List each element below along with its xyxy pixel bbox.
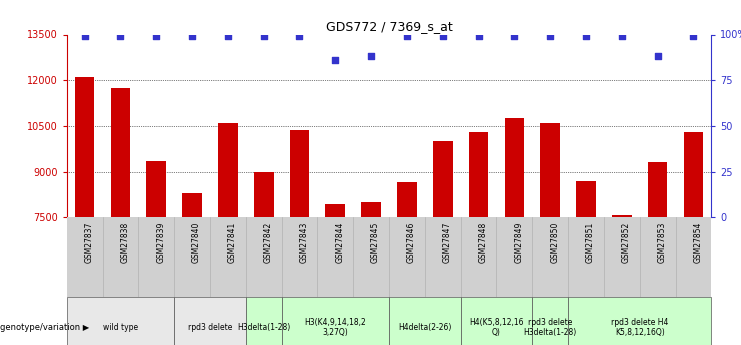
Point	[79, 33, 90, 39]
Text: rpd3 delete H4
K5,8,12,16Q): rpd3 delete H4 K5,8,12,16Q)	[611, 318, 668, 337]
Text: H4delta(2-26): H4delta(2-26)	[398, 323, 451, 332]
Bar	[568, 297, 711, 345]
Point	[222, 33, 234, 39]
Bar	[254, 171, 273, 345]
Text: GSM27854: GSM27854	[694, 221, 702, 263]
Text: GSM27846: GSM27846	[407, 221, 416, 263]
Title: GDS772 / 7369_s_at: GDS772 / 7369_s_at	[325, 20, 453, 33]
Bar	[505, 118, 524, 345]
Bar	[282, 297, 389, 345]
Text: GSM27847: GSM27847	[443, 221, 452, 263]
Bar	[218, 123, 238, 345]
Bar	[246, 297, 282, 345]
Point	[437, 33, 449, 39]
Point	[688, 33, 700, 39]
Point	[616, 33, 628, 39]
Text: GSM27850: GSM27850	[551, 221, 559, 263]
Text: H4(K5,8,12,16
Q): H4(K5,8,12,16 Q)	[469, 318, 524, 337]
Bar	[182, 193, 202, 345]
Point	[329, 57, 341, 63]
Bar	[389, 297, 461, 345]
Text: GSM27845: GSM27845	[371, 221, 380, 263]
Bar	[540, 123, 560, 345]
Text: H3delta(1-28): H3delta(1-28)	[237, 323, 290, 332]
Bar	[612, 215, 631, 345]
Text: GSM27842: GSM27842	[264, 221, 273, 263]
Bar	[397, 182, 416, 345]
Text: rpd3 delete
H3delta(1-28): rpd3 delete H3delta(1-28)	[524, 318, 576, 337]
Text: GSM27839: GSM27839	[156, 221, 165, 263]
Bar	[433, 141, 453, 345]
Text: GSM27853: GSM27853	[658, 221, 667, 263]
Point	[186, 33, 198, 39]
Text: rpd3 delete: rpd3 delete	[187, 323, 232, 332]
Bar	[576, 181, 596, 345]
Point	[508, 33, 520, 39]
Bar	[532, 297, 568, 345]
Text: GSM27837: GSM27837	[84, 221, 93, 263]
Point	[150, 33, 162, 39]
Text: GSM27838: GSM27838	[120, 221, 130, 263]
Bar	[469, 132, 488, 345]
Bar	[648, 162, 668, 345]
Bar	[110, 88, 130, 345]
Bar	[362, 203, 381, 345]
Text: GSM27848: GSM27848	[479, 221, 488, 263]
Bar	[290, 130, 309, 345]
Point	[365, 54, 377, 59]
Bar	[147, 161, 166, 345]
Text: GSM27840: GSM27840	[192, 221, 201, 263]
Point	[545, 33, 556, 39]
Text: H3(K4,9,14,18,2
3,27Q): H3(K4,9,14,18,2 3,27Q)	[305, 318, 366, 337]
Point	[293, 33, 305, 39]
Point	[114, 33, 126, 39]
Bar	[67, 297, 174, 345]
Text: GSM27841: GSM27841	[228, 221, 237, 263]
Point	[473, 33, 485, 39]
Bar	[174, 297, 246, 345]
Bar	[67, 217, 711, 297]
Text: genotype/variation ▶: genotype/variation ▶	[0, 323, 89, 332]
Text: GSM27843: GSM27843	[299, 221, 308, 263]
Text: GSM27852: GSM27852	[622, 221, 631, 263]
Point	[652, 54, 664, 59]
Point	[580, 33, 592, 39]
Bar	[684, 132, 703, 345]
Text: wild type: wild type	[103, 323, 138, 332]
Bar	[75, 77, 94, 345]
Text: GSM27849: GSM27849	[514, 221, 523, 263]
Bar	[461, 297, 532, 345]
Text: GSM27851: GSM27851	[586, 221, 595, 263]
Point	[401, 33, 413, 39]
Point	[258, 33, 270, 39]
Bar	[325, 204, 345, 345]
Text: GSM27844: GSM27844	[335, 221, 345, 263]
